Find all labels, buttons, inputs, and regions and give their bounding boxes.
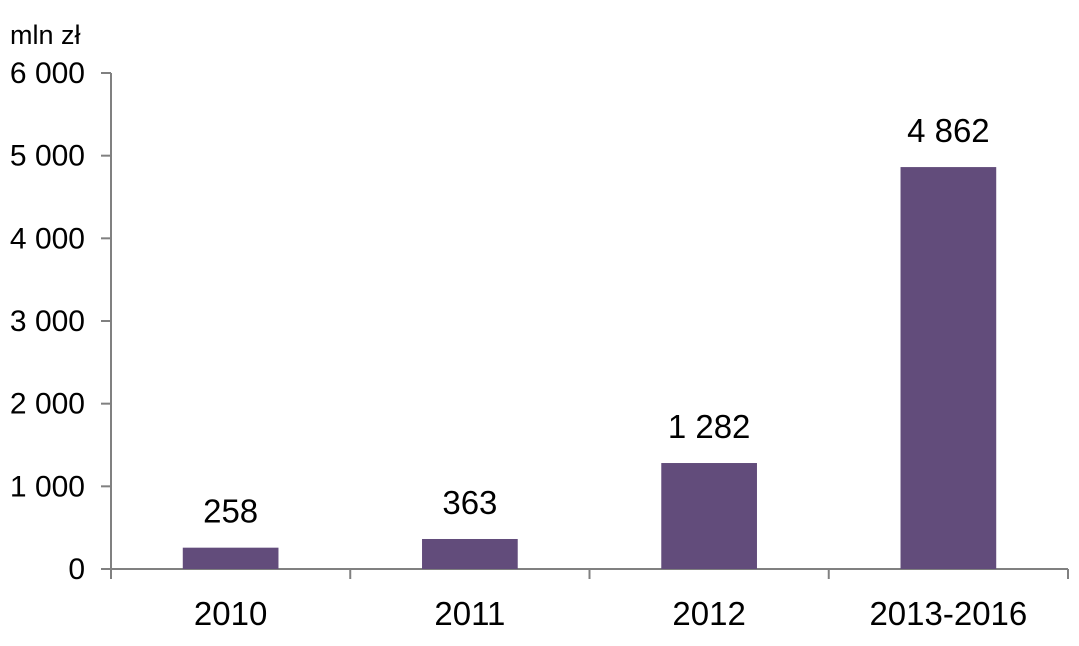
bar — [182, 547, 279, 569]
y-unit-label: mln zł — [10, 20, 81, 50]
y-tick-label: 5 000 — [10, 140, 85, 173]
bar-value-label: 4 862 — [907, 112, 990, 149]
x-category-label: 2010 — [194, 595, 267, 632]
y-tick-label: 4 000 — [10, 222, 85, 255]
data-labels: 258 363 1 282 4 862 — [203, 112, 990, 530]
y-tick-label: 0 — [68, 553, 85, 586]
x-category-label: 2013-2016 — [869, 595, 1027, 632]
y-tick-label: 2 000 — [10, 388, 85, 421]
x-category-label: 2011 — [434, 595, 505, 632]
bar-value-label: 1 282 — [668, 408, 751, 445]
bar-value-label: 363 — [442, 484, 497, 521]
bar-value-label: 258 — [203, 493, 258, 530]
y-tick-label: 3 000 — [10, 305, 85, 338]
bar — [422, 538, 518, 569]
x-axis: 2010 2011 2012 2013-2016 — [110, 568, 1069, 632]
y-axis: 0 1 000 2 000 3 000 4 000 5 000 6 000 — [10, 57, 112, 586]
bars — [182, 167, 997, 570]
bar — [661, 463, 757, 569]
x-category-label: 2012 — [672, 595, 745, 632]
y-tick-label: 6 000 — [10, 57, 85, 90]
bar — [900, 167, 997, 570]
y-tick-label: 1 000 — [10, 470, 85, 503]
